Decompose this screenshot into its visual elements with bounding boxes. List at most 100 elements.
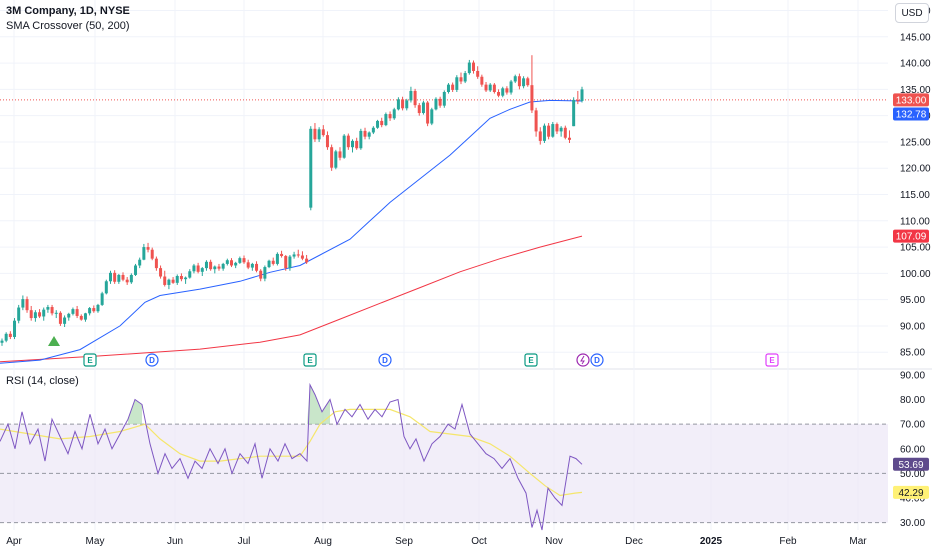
candle[interactable] xyxy=(401,96,405,111)
candle[interactable] xyxy=(509,79,513,95)
candle[interactable] xyxy=(125,277,129,285)
candle[interactable] xyxy=(472,60,476,74)
candle[interactable] xyxy=(342,134,346,159)
candle[interactable] xyxy=(388,111,392,121)
indicator-title[interactable]: SMA Crossover (50, 200) xyxy=(6,20,130,32)
candle[interactable] xyxy=(488,83,492,92)
candle[interactable] xyxy=(346,133,350,150)
split-event-icon[interactable] xyxy=(576,353,590,367)
candle[interactable] xyxy=(121,272,125,282)
candle[interactable] xyxy=(480,74,484,87)
candle[interactable] xyxy=(421,100,425,115)
candle[interactable] xyxy=(538,127,542,145)
candle[interactable] xyxy=(221,262,225,271)
candle[interactable] xyxy=(355,137,359,150)
candle[interactable] xyxy=(21,295,25,311)
candle[interactable] xyxy=(325,131,329,150)
candle[interactable] xyxy=(409,86,413,103)
candle[interactable] xyxy=(17,304,21,324)
candle[interactable] xyxy=(263,265,267,282)
candle[interactable] xyxy=(67,312,71,321)
candle[interactable] xyxy=(430,107,434,126)
candle[interactable] xyxy=(371,126,375,135)
candle[interactable] xyxy=(229,258,233,268)
candle[interactable] xyxy=(175,274,179,285)
candle[interactable] xyxy=(234,261,238,269)
candle[interactable] xyxy=(551,121,555,138)
candle[interactable] xyxy=(71,307,75,316)
candle[interactable] xyxy=(150,247,154,261)
candle[interactable] xyxy=(255,261,259,273)
candle[interactable] xyxy=(542,123,546,143)
candle[interactable] xyxy=(547,123,551,140)
candle[interactable] xyxy=(63,315,67,327)
candle[interactable] xyxy=(100,291,104,306)
candle[interactable] xyxy=(555,122,559,135)
candle[interactable] xyxy=(321,125,325,137)
dividend-event-icon[interactable]: D xyxy=(145,353,159,367)
currency-button[interactable]: USD xyxy=(895,3,929,23)
candle[interactable] xyxy=(300,251,304,261)
candle[interactable] xyxy=(25,296,29,313)
candle[interactable] xyxy=(104,279,108,295)
candle[interactable] xyxy=(484,82,488,92)
candle[interactable] xyxy=(284,254,288,271)
candle[interactable] xyxy=(572,97,576,127)
rsi-title[interactable]: RSI (14, close) xyxy=(6,375,79,387)
candle[interactable] xyxy=(163,270,167,287)
candle[interactable] xyxy=(246,259,250,270)
candle[interactable] xyxy=(501,86,505,98)
candle[interactable] xyxy=(292,251,296,259)
candle[interactable] xyxy=(451,82,455,92)
candle[interactable] xyxy=(179,273,183,282)
candle[interactable] xyxy=(396,97,400,111)
candle[interactable] xyxy=(380,117,384,128)
candle[interactable] xyxy=(505,86,509,95)
candle[interactable] xyxy=(559,126,563,137)
candle[interactable] xyxy=(534,107,538,137)
candle[interactable] xyxy=(4,332,8,343)
candle[interactable] xyxy=(367,131,371,140)
candle[interactable] xyxy=(426,100,430,127)
candle[interactable] xyxy=(417,103,421,116)
candle[interactable] xyxy=(159,265,163,279)
candle[interactable] xyxy=(359,128,363,150)
buy-signal-icon[interactable] xyxy=(48,336,60,346)
candle[interactable] xyxy=(75,305,79,319)
candle[interactable] xyxy=(171,277,175,284)
candle[interactable] xyxy=(250,262,254,271)
dividend-event-icon[interactable]: D xyxy=(378,353,392,367)
candle[interactable] xyxy=(200,267,204,276)
candle[interactable] xyxy=(305,254,309,264)
earnings-event-icon[interactable]: E xyxy=(524,353,538,367)
candle[interactable] xyxy=(42,307,46,321)
candle[interactable] xyxy=(96,303,100,313)
candle[interactable] xyxy=(142,243,146,261)
candle[interactable] xyxy=(463,70,467,84)
candle[interactable] xyxy=(313,123,317,142)
candle[interactable] xyxy=(38,309,42,319)
candle[interactable] xyxy=(54,310,58,319)
candle[interactable] xyxy=(526,76,530,87)
candle[interactable] xyxy=(517,73,521,90)
candle[interactable] xyxy=(296,249,300,258)
candle[interactable] xyxy=(192,263,196,274)
candle[interactable] xyxy=(134,263,138,276)
candle[interactable] xyxy=(338,147,342,161)
candle[interactable] xyxy=(476,66,480,79)
candle[interactable] xyxy=(580,86,584,103)
candle[interactable] xyxy=(446,83,450,94)
candle[interactable] xyxy=(225,258,229,266)
candle[interactable] xyxy=(497,89,501,98)
candle[interactable] xyxy=(271,257,275,266)
symbol-title[interactable]: 3M Company, 1D, NYSE xyxy=(6,5,130,17)
candle[interactable] xyxy=(242,255,246,264)
candle[interactable] xyxy=(146,242,150,253)
candle[interactable] xyxy=(309,126,313,211)
candle[interactable] xyxy=(92,305,96,313)
candle[interactable] xyxy=(522,76,526,89)
candle[interactable] xyxy=(88,307,92,316)
candle[interactable] xyxy=(376,119,380,129)
candle[interactable] xyxy=(392,107,396,120)
